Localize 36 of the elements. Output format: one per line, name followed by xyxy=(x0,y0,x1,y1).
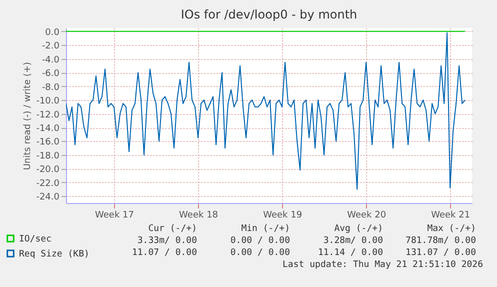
text: 781.78m/ 0.00 xyxy=(406,236,476,246)
y-tick-label: -12.0 xyxy=(36,110,60,120)
text: 3.33m/ 0.00 xyxy=(137,236,197,246)
line-series xyxy=(66,32,466,190)
y-tick-label: 0.0 xyxy=(45,28,60,38)
text: 0.00 / 0.00 xyxy=(230,248,290,258)
text: Last update: Thu May 21 21:51:10 2026 xyxy=(282,260,483,270)
x-tick-label: Week 17 xyxy=(95,210,134,220)
text: Avg (-/+) xyxy=(334,224,383,234)
y-tick-label: -8.0 xyxy=(42,82,60,93)
text: 11.14 / 0.00 xyxy=(318,248,383,258)
text: Max (-/+) xyxy=(427,224,476,234)
x-tick-label: Week 20 xyxy=(347,210,386,220)
x-tick-label: Week 19 xyxy=(263,210,302,220)
chart-title: IOs for /dev/loop0 - by month xyxy=(180,7,358,22)
y-tick-label: -14.0 xyxy=(36,124,60,134)
x-tick-label: Week 18 xyxy=(179,210,218,220)
x-tick-label: Week 21 xyxy=(431,210,470,220)
text: Cur (-/+) xyxy=(148,224,197,234)
y-tick-label: -24.0 xyxy=(36,192,60,203)
legend-label: IO/sec xyxy=(19,234,52,244)
y-tick-label: -4.0 xyxy=(42,55,60,66)
y-tick-label: -10.0 xyxy=(36,96,60,107)
text: 0.00 / 0.00 xyxy=(230,236,290,246)
legend-label: Req Size (KB) xyxy=(19,250,90,260)
y-axis-title: Units read (-) / write (+) xyxy=(23,62,34,170)
y-tick-label: -20.0 xyxy=(36,165,60,176)
y-tick-label: -16.0 xyxy=(36,138,60,148)
text: 131.07 / 0.00 xyxy=(406,248,476,258)
y-tick-label: -22.0 xyxy=(36,178,60,189)
text: Min (-/+) xyxy=(241,224,290,234)
y-tick-label: -6.0 xyxy=(42,69,60,80)
text: 3.28m/ 0.00 xyxy=(323,236,383,246)
text: 11.07 / 0.00 xyxy=(132,248,197,258)
y-tick-label: -2.0 xyxy=(42,42,60,52)
y-tick-label: -18.0 xyxy=(36,151,60,162)
